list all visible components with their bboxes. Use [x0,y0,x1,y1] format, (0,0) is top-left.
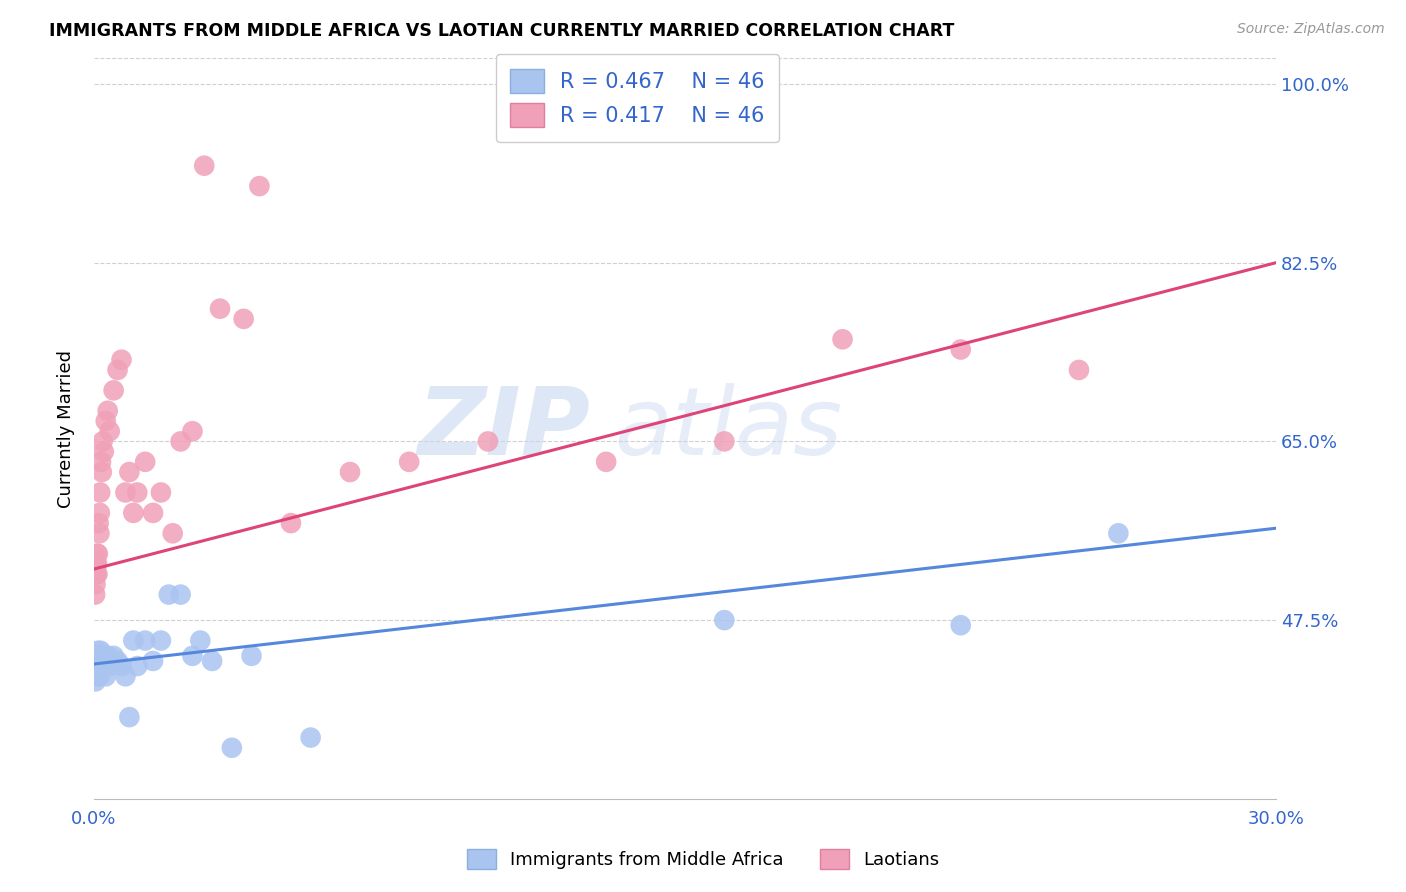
Point [398,455,420,469]
Point [208,301,231,316]
Point [181,424,204,438]
Point [86,567,108,582]
Point [94,414,117,428]
Point [93,648,115,663]
Point [118,710,141,724]
Point [713,434,735,449]
Text: Source: ZipAtlas.com: Source: ZipAtlas.com [1237,22,1385,37]
Point [114,669,136,683]
Point [83,659,105,673]
Point [114,485,136,500]
Point [87,644,110,658]
Point [98,659,121,673]
Point [84,674,107,689]
Point [89,654,111,668]
Point [89,526,111,541]
Point [240,648,263,663]
Point [188,633,211,648]
Point [90,659,112,673]
Point [84,648,107,663]
Point [713,613,735,627]
Point [110,352,132,367]
Point [232,311,254,326]
Point [87,516,110,530]
Point [127,659,149,673]
Point [118,465,141,479]
Point [86,557,108,571]
Point [83,567,105,582]
Point [122,506,145,520]
Point [86,648,108,663]
Point [103,384,125,398]
Point [142,654,165,668]
Point [134,455,156,469]
Point [87,648,110,663]
Point [831,332,853,346]
Point [86,547,108,561]
Point [90,455,112,469]
Point [84,577,107,591]
Point [949,343,972,357]
Point [201,654,224,668]
Point [299,731,322,745]
Point [84,588,107,602]
Point [93,654,115,668]
Point [84,567,107,582]
Point [98,424,121,438]
Point [84,669,107,683]
Point [149,485,172,500]
Point [193,159,215,173]
Point [110,659,132,673]
Point [142,506,165,520]
Point [87,547,110,561]
Point [122,633,145,648]
Point [86,654,108,668]
Point [89,669,111,683]
Legend: R = 0.467    N = 46, R = 0.417    N = 46: R = 0.467 N = 46, R = 0.417 N = 46 [496,54,779,142]
Point [86,664,108,678]
Point [84,659,107,673]
Legend: Immigrants from Middle Africa, Laotians: Immigrants from Middle Africa, Laotians [458,839,948,879]
Point [89,506,111,520]
Point [89,485,111,500]
Point [249,179,271,194]
Point [181,648,204,663]
Point [169,434,191,449]
Text: atlas: atlas [614,384,842,475]
Point [162,526,184,541]
Point [90,644,112,658]
Point [127,485,149,500]
Text: ZIP: ZIP [418,383,591,475]
Point [103,648,125,663]
Point [280,516,302,530]
Point [91,434,114,449]
Point [1107,526,1129,541]
Point [1067,363,1090,377]
Y-axis label: Currently Married: Currently Married [58,350,75,508]
Point [91,659,114,673]
Point [949,618,972,632]
Point [90,465,112,479]
Point [84,557,107,571]
Point [157,588,180,602]
Point [339,465,361,479]
Point [221,740,243,755]
Point [477,434,499,449]
Point [149,633,172,648]
Point [93,444,115,458]
Text: IMMIGRANTS FROM MIDDLE AFRICA VS LAOTIAN CURRENTLY MARRIED CORRELATION CHART: IMMIGRANTS FROM MIDDLE AFRICA VS LAOTIAN… [49,22,955,40]
Point [169,588,191,602]
Point [97,404,120,418]
Point [134,633,156,648]
Point [87,659,110,673]
Point [107,363,129,377]
Point [90,648,112,663]
Point [96,659,118,673]
Point [595,455,617,469]
Point [100,654,122,668]
Point [89,659,111,673]
Point [97,648,120,663]
Point [107,654,129,668]
Point [94,669,117,683]
